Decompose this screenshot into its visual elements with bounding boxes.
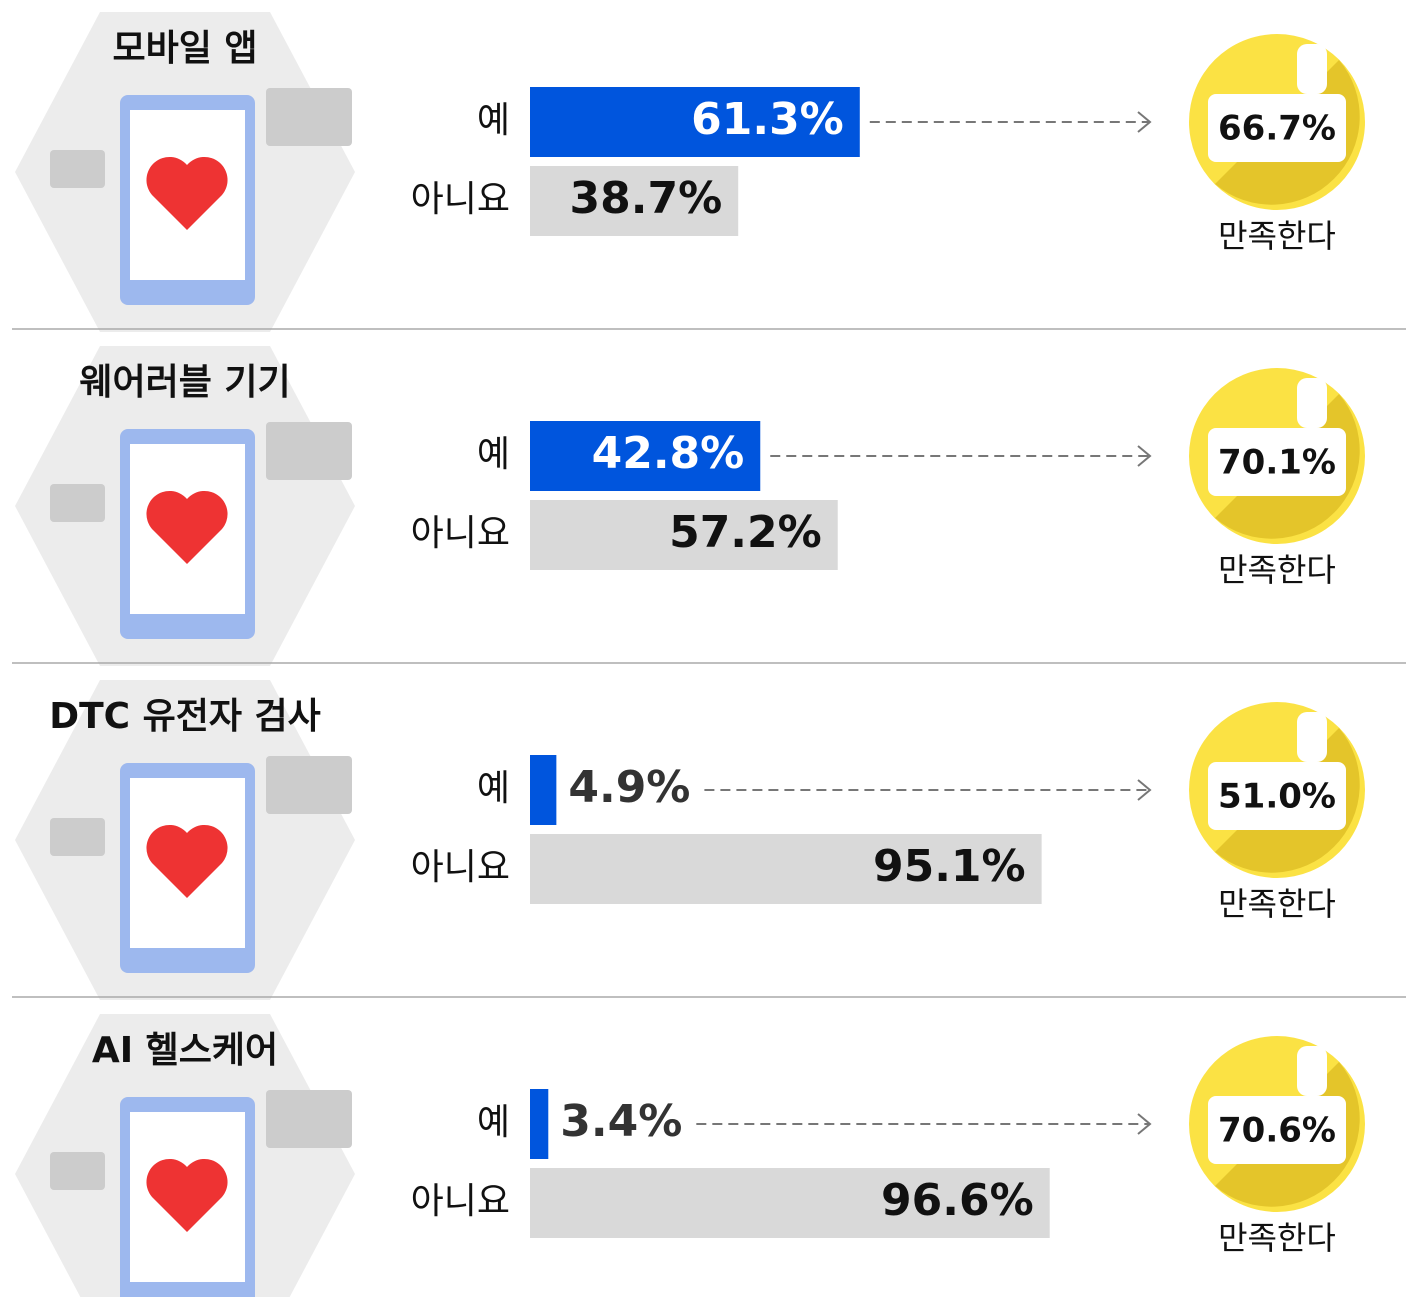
satisfaction-value: 66.7% (1218, 109, 1336, 149)
thumb-hand (1208, 1096, 1346, 1164)
icon-bubble (50, 818, 105, 856)
bar (530, 1089, 549, 1159)
icon-heart (146, 156, 228, 230)
icon-heart (146, 824, 228, 898)
arrow-head (1137, 1113, 1152, 1135)
category-label: 아니요 (411, 513, 510, 554)
thumb-finger (1297, 44, 1327, 94)
category-label: 아니요 (411, 179, 510, 220)
thumb-finger (1297, 378, 1327, 428)
icon-bubble (50, 484, 105, 522)
satisfaction-caption: 만족한다 (1218, 551, 1336, 589)
value-label: 95.1% (873, 841, 1026, 892)
thumb-finger (1297, 712, 1327, 762)
value-label: 96.6% (881, 1175, 1034, 1226)
value-label: 4.9% (568, 762, 690, 813)
category-label: 아니요 (411, 1181, 510, 1222)
section-title: 모바일 앱 (112, 28, 257, 69)
section: 모바일 앱예 61.3% 아니요 38.7% 66.7% 만족한다 (12, 12, 1406, 332)
bar (530, 166, 739, 236)
bar (530, 500, 838, 570)
thumb-hand (1208, 762, 1346, 830)
bar (530, 87, 860, 157)
arrow-head (1137, 779, 1152, 801)
section: DTC 유전자 검사예 4.9% 아니요 95.1% 51.0% 만족한다 (12, 680, 1406, 1000)
arrow-head (1137, 111, 1152, 133)
thumb-finger (1297, 1046, 1327, 1096)
icon-bubble (50, 150, 105, 188)
section: 웨어러블 기기예 42.8% 아니요 57.2% 70.1% 만족한다 (12, 346, 1406, 666)
bar (530, 834, 1042, 904)
thumb-hand (1208, 428, 1346, 496)
value-label: 38.7% (570, 173, 723, 224)
category-label: 예 (477, 100, 510, 141)
icon-heart (146, 490, 228, 564)
satisfaction-caption: 만족한다 (1218, 885, 1336, 923)
icon-bubble (266, 756, 352, 814)
category-label: 아니요 (411, 847, 510, 888)
value-label: 61.3% (691, 94, 844, 145)
icon-bubble (50, 1152, 105, 1190)
category-label: 예 (477, 1102, 510, 1143)
satisfaction-value: 70.1% (1218, 443, 1336, 483)
thumb-hand (1208, 94, 1346, 162)
icon-bubble (266, 88, 352, 146)
arrow-head (1137, 445, 1152, 467)
satisfaction-value: 70.6% (1218, 1111, 1336, 1151)
icon-bubble (266, 1090, 352, 1148)
icon-bubble (266, 422, 352, 480)
icon-heart (146, 1158, 228, 1232)
section-title: DTC 유전자 검사 (49, 696, 321, 737)
section-title: AI 헬스케어 (92, 1030, 278, 1071)
value-label: 57.2% (669, 507, 822, 558)
category-label: 예 (477, 768, 510, 809)
satisfaction-value: 51.0% (1218, 777, 1336, 817)
section-title: 웨어러블 기기 (79, 362, 290, 403)
bar (530, 755, 557, 825)
value-label: 42.8% (592, 428, 745, 479)
bar (530, 421, 761, 491)
category-label: 예 (477, 434, 510, 475)
value-label: 3.4% (560, 1096, 682, 1147)
bar (530, 1168, 1050, 1238)
satisfaction-caption: 만족한다 (1218, 217, 1336, 255)
satisfaction-caption: 만족한다 (1218, 1219, 1336, 1257)
